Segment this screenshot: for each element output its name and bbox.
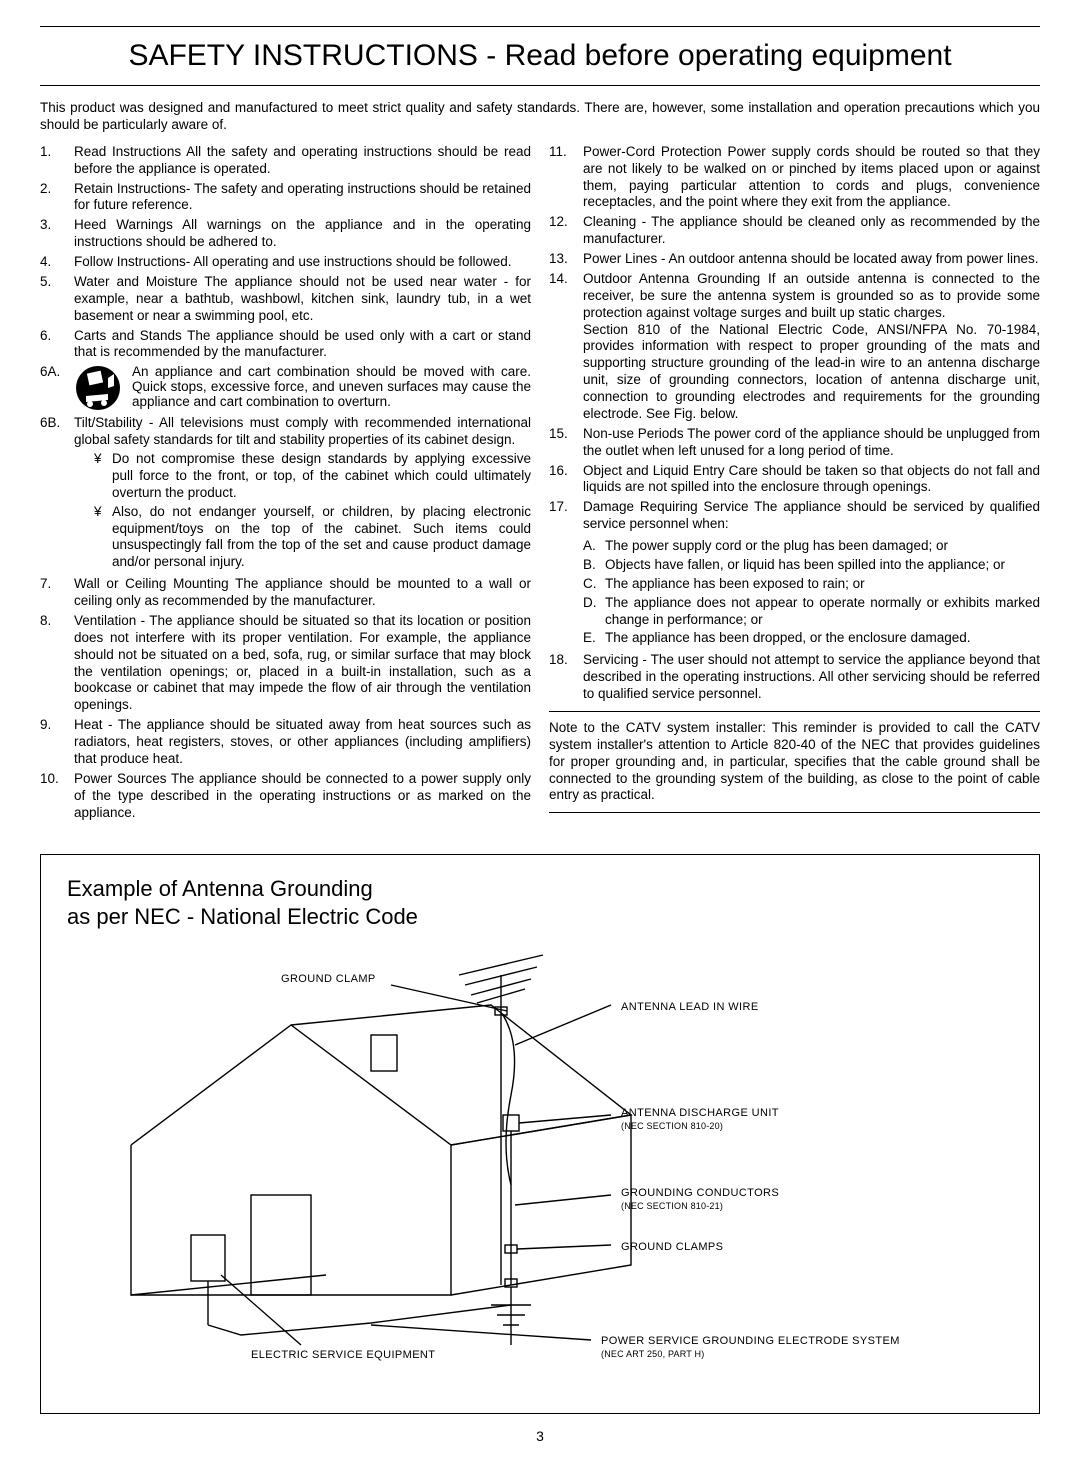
list-item: 3.Heed Warnings All warnings on the appl…: [40, 217, 531, 251]
sub-item: A.The power supply cord or the plug has …: [583, 538, 1040, 555]
list-item: 7.Wall or Ceiling Mounting The appliance…: [40, 576, 531, 610]
list-item: 15.Non-use Periods The power cord of the…: [549, 426, 1040, 460]
list-item: 13.Power Lines - An outdoor antenna shou…: [549, 251, 1040, 268]
page-title: SAFETY INSTRUCTIONS - Read before operat…: [40, 33, 1040, 79]
item-17-sub: A.The power supply cord or the plug has …: [549, 536, 1040, 649]
title-rule: [40, 85, 1040, 86]
label-discharge-sub: (NEC SECTION 810-20): [621, 1121, 723, 1131]
content-columns: 1.Read Instructions All the safety and o…: [40, 144, 1040, 825]
label-conductors-sub: (NEC SECTION 810-21): [621, 1201, 723, 1211]
diagram-title-l1: Example of Antenna Grounding: [67, 876, 373, 901]
list-item: 4.Follow Instructions- All operating and…: [40, 254, 531, 271]
left-column: 1.Read Instructions All the safety and o…: [40, 144, 531, 825]
note-rule-top: [549, 711, 1040, 712]
item-6b-bullets: ¥Do not compromise these design standard…: [74, 451, 531, 571]
sub-item: E.The appliance has been dropped, or the…: [583, 630, 1040, 647]
item-6a-num: 6A.: [40, 364, 74, 415]
label-power-service-sub: (NEC ART 250, PART H): [601, 1349, 704, 1359]
bullet-item: ¥Also, do not endanger yourself, or chil…: [94, 504, 531, 572]
page-number: 3: [40, 1428, 1040, 1444]
list-item: 2.Retain Instructions- The safety and op…: [40, 181, 531, 215]
item-6a: 6A. An appliance and cart combination sh…: [40, 364, 531, 415]
list-item: 5.Water and Moisture The appliance shoul…: [40, 274, 531, 325]
note-rule-bottom: [549, 812, 1040, 813]
item-17-sublist: A.The power supply cord or the plug has …: [583, 538, 1040, 647]
diagram-title-l2: as per NEC - National Electric Code: [67, 904, 418, 929]
label-ground-clamp-top: GROUND CLAMP: [281, 973, 376, 985]
catv-note: Note to the CATV system installer: This …: [549, 720, 1040, 804]
sub-item: B.Objects have fallen, or liquid has bee…: [583, 557, 1040, 574]
left-list: 1.Read Instructions All the safety and o…: [40, 144, 531, 362]
list-item: 10.Power Sources The appliance should be…: [40, 771, 531, 822]
item-6b-body: Tilt/Stability - All televisions must co…: [74, 415, 531, 573]
item-6b-num: 6B.: [40, 415, 74, 573]
diagram-title: Example of Antenna Grounding as per NEC …: [67, 875, 1013, 930]
label-electric-service: ELECTRIC SERVICE EQUIPMENT: [251, 1349, 435, 1361]
label-conductors: GROUNDING CONDUCTORS: [621, 1187, 779, 1199]
label-power-service: POWER SERVICE GROUNDING ELECTRODE SYSTEM: [601, 1335, 900, 1347]
cart-warning-icon: [74, 364, 122, 415]
intro-text: This product was designed and manufactur…: [40, 100, 1040, 134]
right-list: 11.Power-Cord Protection Power supply co…: [549, 144, 1040, 533]
right-list-2: 18.Servicing - The user should not attem…: [549, 652, 1040, 703]
bullet-item: ¥Do not compromise these design standard…: [94, 451, 531, 502]
list-item: 16.Object and Liquid Entry Care should b…: [549, 463, 1040, 497]
list-item: 1.Read Instructions All the safety and o…: [40, 144, 531, 178]
label-discharge: ANTENNA DISCHARGE UNIT: [621, 1107, 779, 1119]
list-item: 6.Carts and Stands The appliance should …: [40, 328, 531, 362]
right-column: 11.Power-Cord Protection Power supply co…: [549, 144, 1040, 825]
grounding-diagram: [71, 945, 1011, 1385]
list-item: 18.Servicing - The user should not attem…: [549, 652, 1040, 703]
item-6b: 6B. Tilt/Stability - All televisions mus…: [40, 415, 531, 573]
diagram-box: Example of Antenna Grounding as per NEC …: [40, 854, 1040, 1414]
list-item: 8.Ventilation - The appliance should be …: [40, 613, 531, 714]
list-item: 14.Outdoor Antenna Grounding If an outsi…: [549, 271, 1040, 423]
sub-item: D.The appliance does not appear to opera…: [583, 595, 1040, 629]
item-6b-wrap: 6B. Tilt/Stability - All televisions mus…: [40, 415, 531, 573]
list-item: 9.Heat - The appliance should be situate…: [40, 717, 531, 768]
label-ground-clamps: GROUND CLAMPS: [621, 1241, 723, 1253]
list-item: 11.Power-Cord Protection Power supply co…: [549, 144, 1040, 212]
left-list-2: 7.Wall or Ceiling Mounting The appliance…: [40, 576, 531, 821]
list-item: 17.Damage Requiring Service The applianc…: [549, 499, 1040, 533]
list-item: 12.Cleaning - The appliance should be cl…: [549, 214, 1040, 248]
label-antenna-lead: ANTENNA LEAD IN WIRE: [621, 1001, 759, 1013]
item-17-sub-wrap: A.The power supply cord or the plug has …: [549, 536, 1040, 649]
item-6a-text: An appliance and cart combination should…: [132, 364, 531, 415]
sub-item: C.The appliance has been exposed to rain…: [583, 576, 1040, 593]
item-6b-text: Tilt/Stability - All televisions must co…: [74, 415, 531, 447]
top-rule: [40, 26, 1040, 27]
